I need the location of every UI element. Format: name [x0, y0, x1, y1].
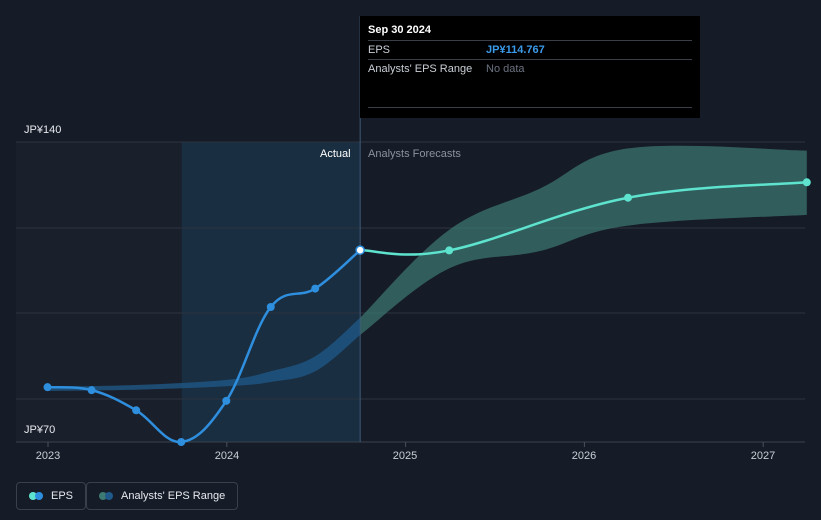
eps-point-5: [266, 303, 275, 311]
eps-point-8: [445, 246, 454, 255]
y-axis-top-label: JP¥140: [24, 124, 62, 136]
eps-point-1: [87, 386, 96, 395]
x-tick-2024: 2024: [214, 450, 240, 462]
tooltip-row-eps: EPS JP¥114.767: [368, 40, 692, 59]
eps-point-3: [177, 438, 186, 446]
eps-line-forecast: [360, 181, 807, 256]
x-tick-2026: 2026: [571, 450, 597, 462]
x-tick-2023: 2023: [35, 450, 61, 462]
tooltip-range-label: Analysts' EPS Range: [368, 63, 473, 75]
legend-eps[interactable]: EPS: [16, 482, 87, 510]
y-axis-bottom-label: JP¥70: [24, 424, 56, 436]
tooltip: Sep 30 2024 EPS JP¥114.767 Analysts' EPS…: [360, 16, 700, 118]
tooltip-range-value: No data: [486, 63, 525, 75]
eps-point-6: [311, 284, 320, 293]
actual-period-highlight: [181, 142, 361, 442]
eps-point-2: [132, 406, 141, 415]
eps-line-actual: [47, 249, 361, 444]
past-background: [16, 142, 182, 442]
tooltip-date: Sep 30 2024: [368, 24, 431, 36]
tooltip-row-range: Analysts' EPS Range No data: [368, 59, 692, 108]
x-tick-2025: 2025: [392, 450, 418, 462]
range-band-actual: [47, 317, 361, 391]
legend-eps-label: EPS: [51, 490, 74, 502]
actual-label: Actual: [320, 148, 351, 160]
eps-point-9: [623, 193, 632, 202]
tooltip-eps-label: EPS: [368, 44, 391, 56]
legend-range[interactable]: Analysts' EPS Range: [86, 482, 239, 510]
tooltip-eps-value: JP¥114.767: [486, 44, 545, 56]
x-tick-2027: 2027: [750, 450, 776, 462]
eps-point-0: [43, 383, 52, 392]
eps-point-highlight: [355, 245, 365, 255]
eps-point-10: [802, 178, 811, 187]
forecast-label: Analysts Forecasts: [368, 148, 461, 160]
legend-range-icon: [99, 492, 113, 500]
legend-range-label: Analysts' EPS Range: [121, 490, 226, 502]
eps-point-4: [222, 396, 231, 405]
range-band-forecast: [360, 145, 807, 335]
legend-eps-icon: [29, 492, 43, 500]
